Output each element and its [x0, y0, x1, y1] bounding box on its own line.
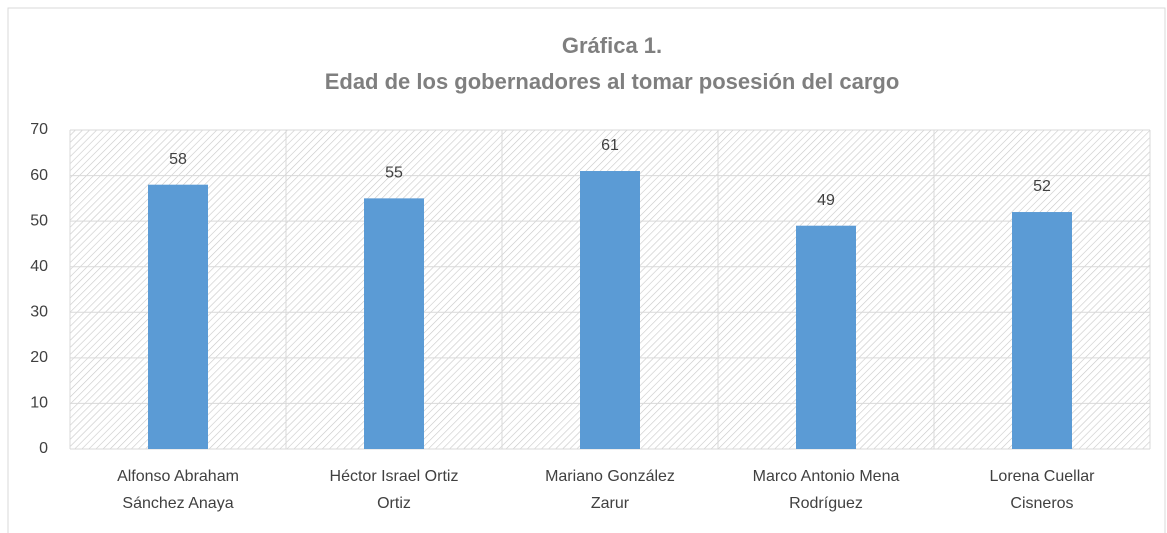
chart-subtitle: Edad de los gobernadores al tomar posesi…	[325, 69, 900, 94]
value-label: 49	[817, 192, 835, 209]
chart-border	[7, 7, 1166, 533]
y-tick-label: 50	[30, 212, 48, 229]
y-tick-label: 10	[30, 395, 48, 412]
y-tick-label: 20	[30, 349, 48, 366]
bar	[580, 171, 640, 449]
value-label: 52	[1033, 178, 1051, 195]
x-tick-label: Héctor Israel Ortiz	[330, 468, 459, 485]
y-tick-label: 70	[30, 121, 48, 138]
x-tick-label: Zarur	[591, 495, 630, 512]
x-tick-label: Mariano González	[545, 468, 675, 485]
x-tick-label: Sánchez Anaya	[122, 495, 233, 512]
x-tick-label: Alfonso Abraham	[117, 468, 239, 485]
bar	[364, 198, 424, 449]
y-tick-label: 0	[39, 440, 48, 457]
x-tick-label: Ortiz	[377, 495, 411, 512]
chart-title: Gráfica 1.	[562, 33, 662, 58]
x-tick-label: Rodríguez	[789, 495, 863, 512]
value-label: 61	[601, 137, 619, 154]
bar	[796, 225, 856, 449]
bar	[1012, 212, 1072, 449]
bar	[148, 184, 208, 449]
x-tick-label: Marco Antonio Mena	[753, 468, 900, 485]
x-tick-label: Lorena Cuellar	[990, 468, 1096, 485]
y-tick-label: 30	[30, 304, 48, 321]
y-tick-label: 40	[30, 258, 48, 275]
x-tick-label: Cisneros	[1010, 495, 1073, 512]
y-tick-label: 60	[30, 167, 48, 184]
value-label: 58	[169, 151, 187, 168]
value-label: 55	[385, 165, 403, 182]
